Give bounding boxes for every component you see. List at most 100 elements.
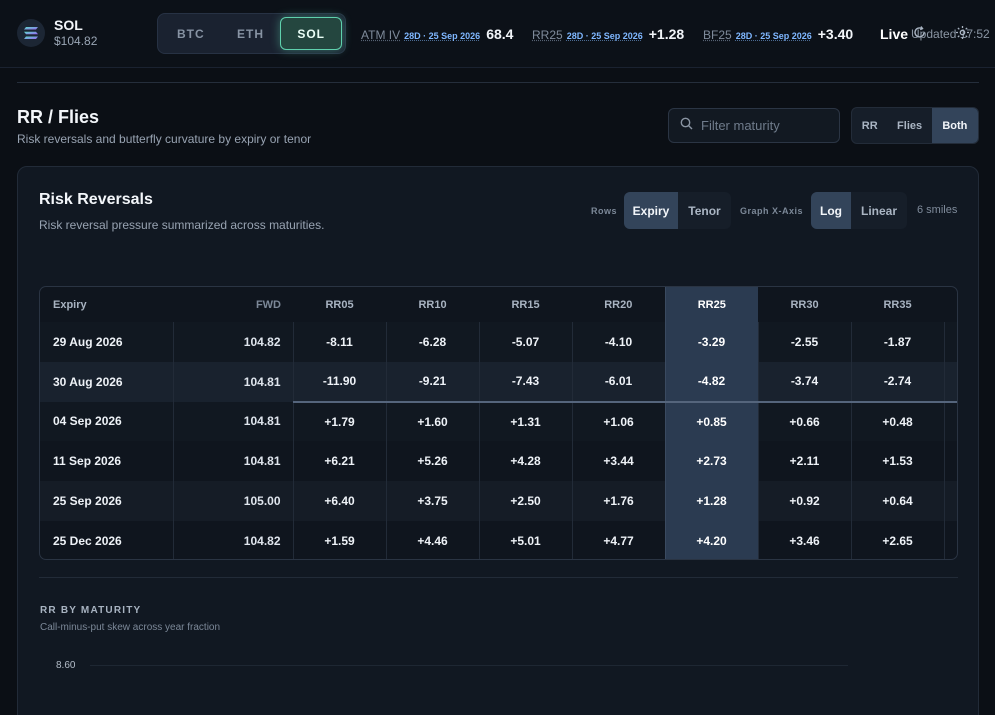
metric-bf25: BF25 28D · 25 Sep 2026 +3.40 <box>703 26 853 42</box>
cell-rr30: +0.66 <box>757 401 851 442</box>
smiles-count: 6 smiles <box>917 204 958 216</box>
gear-icon[interactable] <box>955 25 970 40</box>
asset-symbol: SOL <box>54 17 83 33</box>
cell-overflow <box>943 401 957 442</box>
cell-overflow <box>943 441 957 482</box>
cell-rr25: -3.29 <box>664 322 758 362</box>
cell-rr35: +0.64 <box>850 481 944 521</box>
column-header-rr35[interactable]: RR35 <box>883 298 912 311</box>
rows-option-tenor[interactable]: Tenor <box>688 203 721 218</box>
table-row[interactable]: 25 Sep 2026 105.00 +6.40 +3.75 +2.50 +1.76 +1.… <box>40 481 957 521</box>
asset-price: $104.82 <box>54 34 98 48</box>
metric-label[interactable]: ATM IV <box>361 28 401 42</box>
graph-title: RR BY MATURITY <box>40 605 142 616</box>
metric-expiry[interactable]: 28D · 25 Sep 2026 <box>404 31 481 41</box>
cell-rr30: +2.11 <box>757 441 851 482</box>
cell-rr15: +1.31 <box>478 401 572 442</box>
cell-rr15: +4.28 <box>478 441 572 482</box>
search-input[interactable] <box>701 118 831 133</box>
cell-rr10: -9.21 <box>385 361 479 403</box>
x-axis-option-linear[interactable]: Linear <box>860 203 897 218</box>
column-header-rr25[interactable]: RR25 <box>664 287 758 322</box>
cell-rr10: +1.60 <box>385 401 479 442</box>
x-axis-option-log[interactable]: Log <box>811 192 851 229</box>
cell-fwd: 104.81 <box>173 441 294 482</box>
cell-rr25: +2.73 <box>664 441 758 482</box>
cell-rr05: -11.90 <box>292 361 386 403</box>
column-header-fwd[interactable]: FWD <box>255 298 281 311</box>
table-row[interactable]: 25 Dec 2026 104.82 +1.59 +4.46 +5.01 +4.77 +4.… <box>40 520 957 559</box>
cell-rr10: +4.46 <box>385 520 479 559</box>
cell-fwd: 104.82 <box>173 322 294 362</box>
cell-rr15: -5.07 <box>478 322 572 362</box>
cell-expiry: 25 Sep 2026 <box>40 481 174 521</box>
cell-rr30: -2.55 <box>757 322 851 362</box>
column-header-rr20[interactable]: RR20 <box>604 298 633 311</box>
cell-expiry: 25 Dec 2026 <box>40 520 174 559</box>
table-row[interactable]: 04 Sep 2026 104.81 +1.79 +1.60 +1.31 +1.06 +0.… <box>40 401 957 442</box>
cell-rr35: +1.53 <box>850 441 944 482</box>
cell-rr05: +6.40 <box>292 481 386 521</box>
table-header-row: Expiry FWD RR05 RR10 RR15 RR20 RR25 RR30… <box>40 287 957 322</box>
cell-rr25: +0.85 <box>664 401 758 442</box>
mode-option-rr[interactable]: RR <box>861 119 878 132</box>
cell-rr30: +0.92 <box>757 481 851 521</box>
y-axis-gridline <box>90 665 848 666</box>
asset-option-eth[interactable]: ETH <box>237 26 264 41</box>
column-header-rr30[interactable]: RR30 <box>790 298 819 311</box>
column-header-expiry[interactable]: Expiry <box>53 298 87 311</box>
mode-option-both[interactable]: Both <box>931 108 978 143</box>
graph-subtitle: Call-minus-put skew across year fraction <box>40 622 221 633</box>
top-bar: SOL $104.82 BTC ETH SOL ATM IV 28D · 25 … <box>0 0 995 68</box>
metric-value: +1.28 <box>648 26 685 42</box>
rows-label: Rows <box>591 206 618 216</box>
table-row[interactable]: 29 Aug 2026 104.82 -8.11 -6.28 -5.07 -4.10 -3.… <box>40 322 957 362</box>
section-divider <box>17 82 979 83</box>
cell-rr25: +4.20 <box>664 520 758 559</box>
cell-rr20: -6.01 <box>571 361 665 403</box>
rows-option-expiry[interactable]: Expiry <box>624 192 678 229</box>
cell-rr20: +1.06 <box>571 401 665 442</box>
metric-expiry[interactable]: 28D · 25 Sep 2026 <box>566 31 643 41</box>
graph-x-axis-label: Graph X-Axis <box>740 206 804 216</box>
cell-rr20: +3.44 <box>571 441 665 482</box>
cell-rr10: +3.75 <box>385 481 479 521</box>
card-subtitle: Risk reversal pressure summarized across… <box>39 218 325 232</box>
column-header-rr10[interactable]: RR10 <box>418 298 447 311</box>
cell-overflow <box>943 322 957 362</box>
cell-fwd: 104.81 <box>173 361 294 402</box>
page-title: RR / Flies <box>17 107 100 127</box>
metric-label[interactable]: BF25 <box>703 28 732 42</box>
card-title: Risk Reversals <box>39 191 153 208</box>
refresh-icon[interactable] <box>912 25 927 40</box>
metric-atm-iv: ATM IV 28D · 25 Sep 2026 68.4 <box>361 26 513 42</box>
asset-selector: BTC ETH SOL <box>157 13 346 54</box>
maturity-filter <box>668 108 840 143</box>
cell-rr30: +3.46 <box>757 520 851 559</box>
cell-rr15: -7.43 <box>478 361 572 403</box>
table-row[interactable]: 11 Sep 2026 104.81 +6.21 +5.26 +4.28 +3.44 +2.… <box>40 441 957 482</box>
column-header-rr15[interactable]: RR15 <box>511 298 540 311</box>
page-subtitle: Risk reversals and butterfly curvature b… <box>17 132 312 146</box>
column-header-overflow <box>944 287 957 322</box>
cell-rr10: -6.28 <box>385 322 479 362</box>
cell-rr05: -8.11 <box>292 322 386 362</box>
table-row[interactable]: 30 Aug 2026 104.81 -11.90 -9.21 -7.43 -6.01 -4… <box>40 361 957 403</box>
cell-rr20: +1.76 <box>571 481 665 521</box>
cell-rr05: +1.59 <box>292 520 386 559</box>
asset-option-sol[interactable]: SOL <box>280 17 343 50</box>
metric-label[interactable]: RR25 <box>532 28 563 42</box>
view-mode-selector: RR Flies Both <box>851 107 979 144</box>
column-header-rr05[interactable]: RR05 <box>325 298 354 311</box>
cell-rr35: -2.74 <box>850 361 944 403</box>
cell-rr15: +2.50 <box>478 481 572 521</box>
cell-rr35: +0.48 <box>850 401 944 442</box>
metric-rr25: RR25 28D · 25 Sep 2026 +1.28 <box>532 26 684 42</box>
cell-rr20: -4.10 <box>571 322 665 362</box>
metric-value: +3.40 <box>817 26 854 42</box>
mode-option-flies[interactable]: Flies <box>897 119 923 132</box>
metric-expiry[interactable]: 28D · 25 Sep 2026 <box>735 31 812 41</box>
asset-option-btc[interactable]: BTC <box>177 26 205 41</box>
risk-reversals-card: Risk Reversals Risk reversal pressure su… <box>17 166 979 715</box>
live-indicator: Live <box>880 26 909 42</box>
